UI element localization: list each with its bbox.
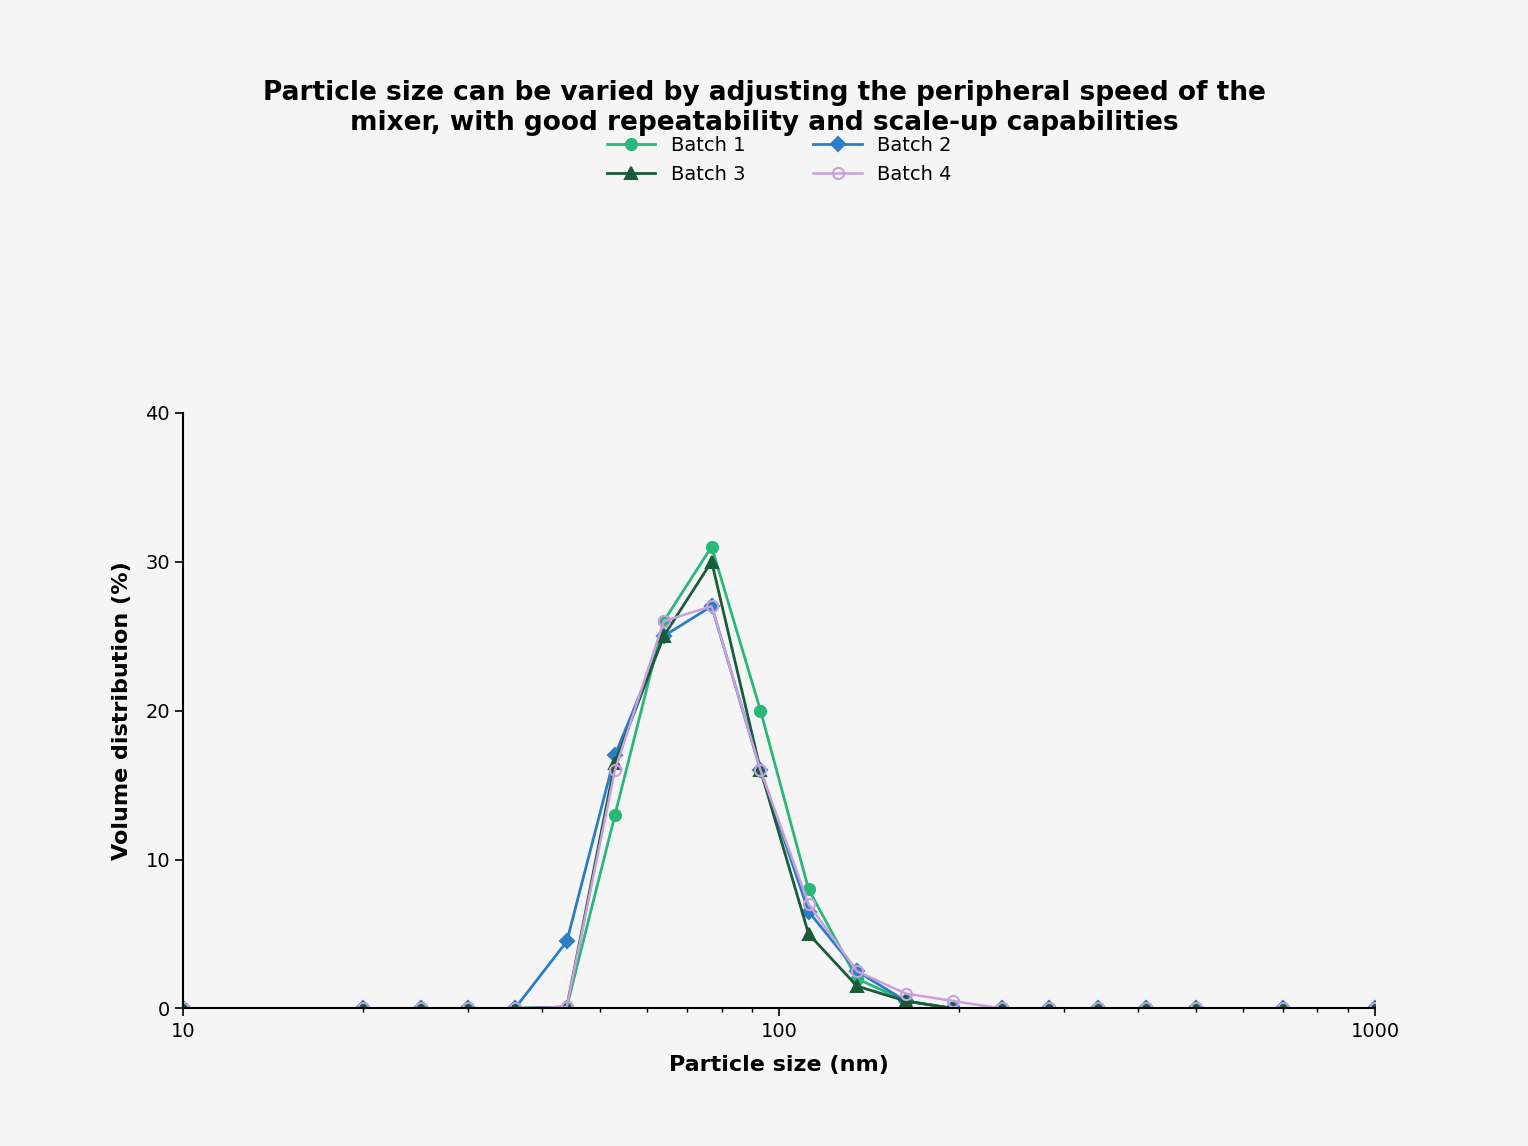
Batch 4	[897, 987, 915, 1000]
Batch 3	[752, 763, 770, 777]
Batch 3	[992, 1002, 1010, 1015]
Batch 1	[752, 704, 770, 717]
Batch 1	[458, 1002, 477, 1015]
Batch 1	[992, 1002, 1010, 1015]
Batch 3	[506, 1002, 524, 1015]
Batch 1	[799, 882, 817, 896]
Line: Batch 4: Batch 4	[177, 601, 1381, 1014]
Batch 2	[897, 994, 915, 1008]
Batch 4	[506, 1002, 524, 1015]
Batch 2	[506, 1002, 524, 1015]
Batch 3	[654, 629, 672, 643]
Batch 1	[506, 1002, 524, 1015]
Batch 2	[992, 1002, 1010, 1015]
Batch 2	[353, 1002, 371, 1015]
Batch 2	[848, 965, 866, 979]
Batch 1	[605, 808, 623, 822]
Batch 4	[1137, 1002, 1155, 1015]
Batch 2	[1088, 1002, 1106, 1015]
Batch 1	[897, 994, 915, 1008]
Batch 1	[1366, 1002, 1384, 1015]
Batch 3	[1088, 1002, 1106, 1015]
Batch 1	[1137, 1002, 1155, 1015]
Batch 1	[1187, 1002, 1206, 1015]
Batch 2	[458, 1002, 477, 1015]
Batch 2	[752, 763, 770, 777]
Batch 2	[703, 599, 721, 613]
Batch 2	[558, 935, 576, 949]
Batch 3	[1274, 1002, 1293, 1015]
Batch 1	[1088, 1002, 1106, 1015]
Batch 3	[1187, 1002, 1206, 1015]
Legend: Batch 1, Batch 3, Batch 2, Batch 4: Batch 1, Batch 3, Batch 2, Batch 4	[607, 136, 952, 185]
Batch 1	[1274, 1002, 1293, 1015]
Batch 1	[411, 1002, 429, 1015]
Batch 3	[411, 1002, 429, 1015]
Batch 2	[654, 629, 672, 643]
Batch 4	[703, 599, 721, 613]
Batch 3	[897, 994, 915, 1008]
Batch 1	[703, 540, 721, 554]
Batch 4	[1274, 1002, 1293, 1015]
Line: Batch 1: Batch 1	[177, 541, 1381, 1014]
Batch 3	[605, 756, 623, 770]
Batch 4	[411, 1002, 429, 1015]
Batch 2	[1187, 1002, 1206, 1015]
Batch 4	[752, 763, 770, 777]
Batch 3	[174, 1002, 193, 1015]
Batch 4	[799, 897, 817, 911]
Batch 4	[174, 1002, 193, 1015]
Batch 4	[558, 1000, 576, 1014]
Batch 4	[848, 965, 866, 979]
Batch 3	[799, 927, 817, 941]
Text: Particle size can be varied by adjusting the peripheral speed of the
mixer, with: Particle size can be varied by adjusting…	[263, 80, 1265, 136]
Batch 4	[992, 1002, 1010, 1015]
Batch 4	[1187, 1002, 1206, 1015]
Batch 1	[654, 614, 672, 628]
Batch 4	[944, 994, 963, 1008]
Batch 3	[458, 1002, 477, 1015]
Batch 2	[944, 1002, 963, 1015]
X-axis label: Particle size (nm): Particle size (nm)	[669, 1054, 889, 1075]
Batch 2	[1137, 1002, 1155, 1015]
Batch 3	[1137, 1002, 1155, 1015]
Batch 2	[1274, 1002, 1293, 1015]
Batch 2	[799, 905, 817, 919]
Batch 1	[944, 1002, 963, 1015]
Batch 3	[944, 1002, 963, 1015]
Batch 4	[458, 1002, 477, 1015]
Y-axis label: Volume distribution (%): Volume distribution (%)	[112, 562, 131, 860]
Batch 4	[1041, 1002, 1059, 1015]
Batch 1	[1041, 1002, 1059, 1015]
Batch 3	[703, 555, 721, 568]
Batch 2	[1366, 1002, 1384, 1015]
Batch 3	[353, 1002, 371, 1015]
Batch 4	[1366, 1002, 1384, 1015]
Batch 1	[848, 972, 866, 986]
Line: Batch 2: Batch 2	[179, 602, 1380, 1013]
Batch 2	[174, 1002, 193, 1015]
Batch 1	[558, 1000, 576, 1014]
Batch 4	[353, 1002, 371, 1015]
Batch 3	[1041, 1002, 1059, 1015]
Batch 2	[605, 748, 623, 762]
Batch 1	[353, 1002, 371, 1015]
Batch 4	[605, 763, 623, 777]
Line: Batch 3: Batch 3	[177, 556, 1381, 1014]
Batch 3	[848, 979, 866, 992]
Batch 3	[1366, 1002, 1384, 1015]
Batch 4	[654, 614, 672, 628]
Batch 1	[174, 1002, 193, 1015]
Batch 2	[1041, 1002, 1059, 1015]
Batch 3	[558, 1000, 576, 1014]
Batch 2	[411, 1002, 429, 1015]
Batch 4	[1088, 1002, 1106, 1015]
